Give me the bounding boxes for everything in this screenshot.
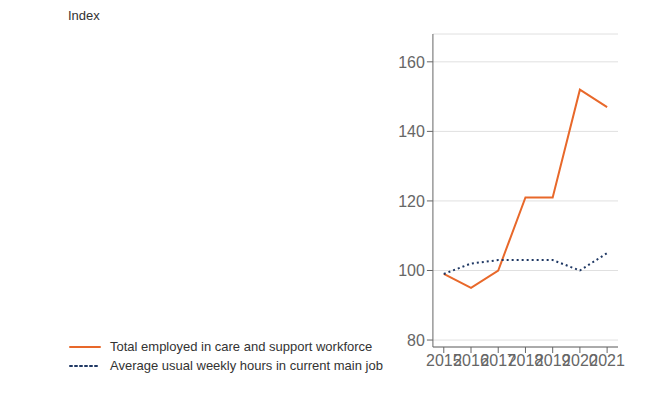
html-text:Index: Index (68, 8, 100, 23)
svg-text:2018: 2018 (507, 352, 544, 370)
html-text:Total employed in care and sup: Total employed in care and support workf… (110, 339, 373, 354)
svg-text:2015: 2015 (426, 352, 462, 370)
svg-text:100: 100 (398, 262, 425, 279)
svg-text:140: 140 (398, 123, 425, 140)
svg-text:2021: 2021 (589, 352, 625, 369)
svg-text:2017: 2017 (480, 352, 516, 370)
svg-text:120: 120 (398, 193, 425, 210)
svg-text:2020: 2020 (562, 352, 598, 370)
svg-text:160: 160 (398, 54, 425, 71)
html-text:Average usual weekly hours in: Average usual weekly hours in current ma… (110, 358, 383, 373)
svg-text:80: 80 (407, 332, 425, 349)
svg-text:2019: 2019 (534, 352, 571, 370)
svg-text:2016: 2016 (453, 352, 489, 370)
